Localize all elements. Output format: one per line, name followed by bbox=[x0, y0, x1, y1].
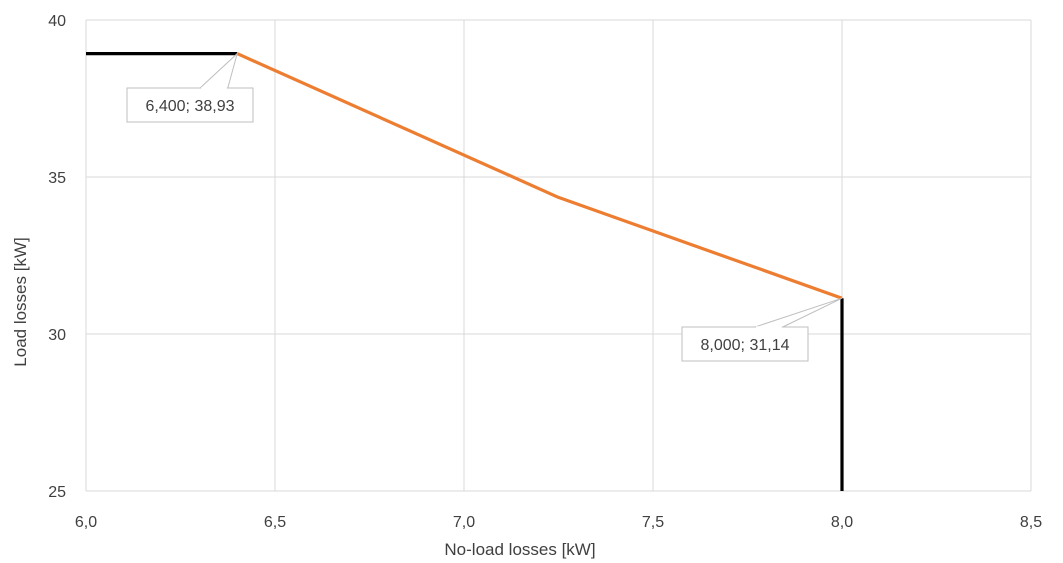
callout-label: 6,400; 38,93 bbox=[146, 98, 235, 115]
y-tick-label: 25 bbox=[48, 484, 66, 501]
y-tick-label: 35 bbox=[48, 170, 66, 187]
callout-box bbox=[681, 326, 809, 362]
gridlines bbox=[85, 19, 1032, 492]
x-tick-label: 8,5 bbox=[1020, 514, 1042, 531]
data-callouts: 6,400; 38,93 8,000; 31,14 bbox=[126, 52, 843, 362]
x-tick-label: 8,0 bbox=[831, 514, 853, 531]
callout-box bbox=[126, 87, 254, 123]
plot-area bbox=[86, 51, 844, 491]
y-tick-label: 40 bbox=[48, 13, 66, 30]
x-axis-ticks: 6,0 6,5 7,0 7,5 8,0 8,5 bbox=[75, 514, 1042, 531]
data-callout: 8,000; 31,14 bbox=[681, 297, 843, 362]
y-axis-ticks: 25 30 35 40 bbox=[48, 13, 66, 501]
callout-label: 8,000; 31,14 bbox=[701, 337, 790, 354]
callout-pointer bbox=[199, 52, 239, 89]
data-callout: 6,400; 38,93 bbox=[126, 52, 254, 123]
series-line-1 bbox=[236, 52, 843, 300]
x-axis-title: No-load losses [kW] bbox=[444, 540, 595, 559]
x-tick-label: 6,0 bbox=[75, 514, 97, 531]
y-tick-label: 30 bbox=[48, 327, 66, 344]
x-tick-label: 7,5 bbox=[642, 514, 664, 531]
y-axis-title: Load losses [kW] bbox=[11, 237, 30, 366]
x-tick-label: 7,0 bbox=[453, 514, 475, 531]
callout-pointer bbox=[754, 297, 843, 328]
x-tick-label: 6,5 bbox=[264, 514, 286, 531]
